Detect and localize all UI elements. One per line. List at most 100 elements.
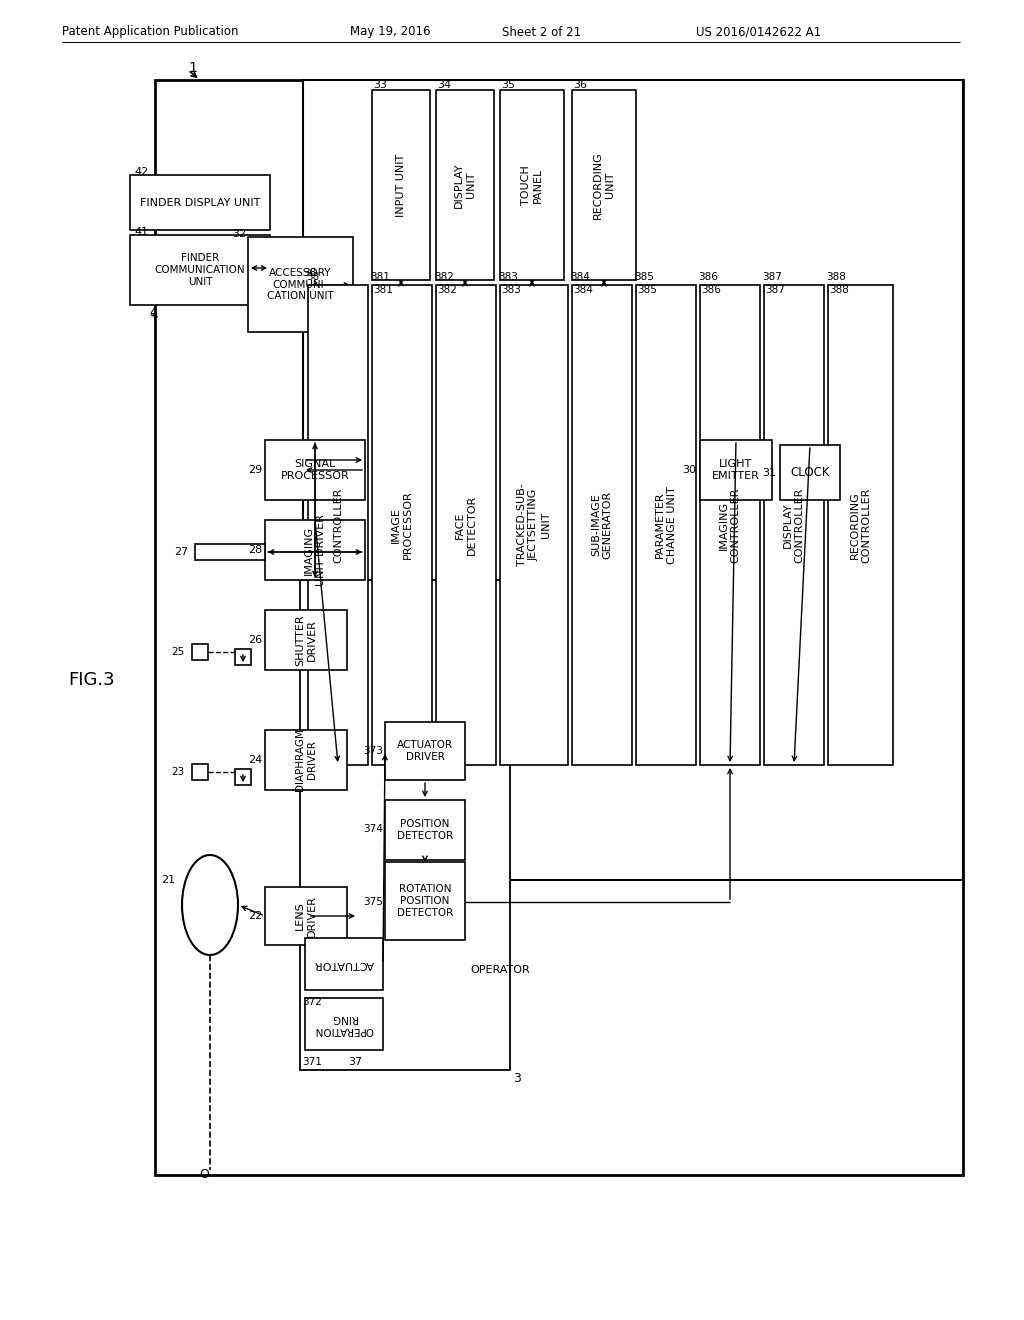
Text: 383: 383 bbox=[498, 272, 518, 282]
Text: 24: 24 bbox=[248, 755, 262, 766]
Text: SHUTTER
DRIVER: SHUTTER DRIVER bbox=[295, 614, 316, 665]
Bar bbox=[305, 998, 383, 1049]
Text: 4: 4 bbox=[150, 305, 157, 318]
Text: 35: 35 bbox=[501, 81, 515, 90]
Text: 26: 26 bbox=[248, 635, 262, 645]
Bar bbox=[130, 176, 270, 230]
Bar bbox=[385, 862, 465, 940]
Bar bbox=[385, 800, 465, 861]
Bar bbox=[265, 610, 347, 671]
Text: IMAGE
PROCESSOR: IMAGE PROCESSOR bbox=[391, 491, 413, 560]
Text: CONTROLLER: CONTROLLER bbox=[333, 487, 343, 562]
Text: SUB-IMAGE
GENERATOR: SUB-IMAGE GENERATOR bbox=[591, 491, 612, 560]
Text: 382: 382 bbox=[434, 272, 454, 282]
Text: ACTUATOR: ACTUATOR bbox=[314, 960, 374, 969]
Bar bbox=[193, 644, 208, 660]
Bar bbox=[130, 235, 270, 305]
Bar bbox=[265, 730, 347, 789]
Bar bbox=[248, 238, 353, 333]
Bar bbox=[155, 81, 963, 1175]
Text: 21: 21 bbox=[161, 875, 175, 884]
Bar bbox=[436, 285, 496, 766]
Text: ROTATION
POSITION
DETECTOR: ROTATION POSITION DETECTOR bbox=[397, 884, 454, 917]
Bar bbox=[500, 90, 564, 280]
Text: Patent Application Publication: Patent Application Publication bbox=[62, 25, 239, 38]
Text: 371: 371 bbox=[302, 1057, 322, 1067]
Bar bbox=[828, 285, 893, 766]
Text: 29: 29 bbox=[248, 465, 262, 475]
Bar bbox=[195, 544, 265, 560]
Text: FIG.3: FIG.3 bbox=[68, 671, 115, 689]
Text: ACCESSORY
COMMUNI-
CATION UNIT: ACCESSORY COMMUNI- CATION UNIT bbox=[267, 268, 334, 301]
Text: LIGHT
EMITTER: LIGHT EMITTER bbox=[712, 459, 760, 480]
Text: RECORDING
CONTROLLER: RECORDING CONTROLLER bbox=[850, 487, 871, 562]
Bar bbox=[572, 285, 632, 766]
Text: 384: 384 bbox=[573, 285, 593, 294]
Text: May 19, 2016: May 19, 2016 bbox=[350, 25, 430, 38]
Bar bbox=[193, 764, 208, 780]
Text: 385: 385 bbox=[634, 272, 654, 282]
Bar bbox=[303, 81, 963, 880]
Text: 386: 386 bbox=[701, 285, 721, 294]
Bar bbox=[500, 285, 568, 766]
Text: 381: 381 bbox=[370, 272, 390, 282]
Text: CLOCK: CLOCK bbox=[791, 466, 829, 479]
Bar bbox=[780, 445, 840, 500]
Text: 41: 41 bbox=[134, 227, 148, 238]
Bar bbox=[308, 285, 368, 766]
Ellipse shape bbox=[182, 855, 238, 954]
Text: OPERATOR: OPERATOR bbox=[470, 965, 529, 975]
Text: US 2016/0142622 A1: US 2016/0142622 A1 bbox=[696, 25, 821, 38]
Text: INPUT UNIT: INPUT UNIT bbox=[396, 153, 406, 216]
Text: 382: 382 bbox=[437, 285, 457, 294]
Text: 42: 42 bbox=[134, 168, 148, 177]
Text: 387: 387 bbox=[765, 285, 784, 294]
Text: 34: 34 bbox=[437, 81, 452, 90]
Text: FINDER
COMMUNICATION
UNIT: FINDER COMMUNICATION UNIT bbox=[155, 253, 246, 286]
Text: 28: 28 bbox=[248, 545, 262, 554]
Text: FACE
DETECTOR: FACE DETECTOR bbox=[456, 495, 477, 556]
Text: SIGNAL
PROCESSOR: SIGNAL PROCESSOR bbox=[281, 459, 349, 480]
Text: TRACKED-SUB-
JECTSETTING
UNIT: TRACKED-SUB- JECTSETTING UNIT bbox=[517, 483, 551, 566]
Bar bbox=[265, 520, 365, 579]
Bar bbox=[265, 887, 347, 945]
Text: 27: 27 bbox=[174, 546, 188, 557]
Text: IMAGING
UNIT DRIVER: IMAGING UNIT DRIVER bbox=[304, 513, 326, 586]
Bar bbox=[372, 90, 430, 280]
Text: RECORDING
UNIT: RECORDING UNIT bbox=[593, 150, 614, 219]
Text: 388: 388 bbox=[829, 285, 849, 294]
Text: LENS
DRIVER: LENS DRIVER bbox=[295, 895, 316, 937]
Text: 36: 36 bbox=[573, 81, 587, 90]
Text: TOUCH
PANEL: TOUCH PANEL bbox=[521, 165, 543, 205]
Text: 38: 38 bbox=[306, 272, 319, 282]
Text: PARAMETER
CHANGE UNIT: PARAMETER CHANGE UNIT bbox=[655, 486, 677, 564]
Text: 374: 374 bbox=[364, 824, 383, 834]
Bar bbox=[700, 285, 760, 766]
Bar bbox=[764, 285, 824, 766]
Text: 25: 25 bbox=[172, 647, 185, 657]
Text: 37: 37 bbox=[348, 1057, 362, 1067]
Text: Sheet 2 of 21: Sheet 2 of 21 bbox=[502, 25, 582, 38]
Text: DISPLAY
CONTROLLER: DISPLAY CONTROLLER bbox=[783, 487, 805, 562]
Bar bbox=[305, 939, 383, 990]
Bar bbox=[300, 579, 510, 1071]
Text: 383: 383 bbox=[501, 285, 521, 294]
Text: 373: 373 bbox=[364, 746, 383, 756]
Text: OPERATION
RING: OPERATION RING bbox=[314, 1014, 374, 1035]
Bar bbox=[234, 649, 251, 665]
Text: 385: 385 bbox=[637, 285, 656, 294]
Bar bbox=[436, 90, 494, 280]
Bar bbox=[572, 90, 636, 280]
Text: 3: 3 bbox=[513, 1072, 521, 1085]
Text: 23: 23 bbox=[172, 767, 185, 777]
Text: 32: 32 bbox=[231, 228, 246, 239]
Text: 31: 31 bbox=[762, 469, 776, 478]
Text: FINDER DISPLAY UNIT: FINDER DISPLAY UNIT bbox=[140, 198, 260, 207]
Bar bbox=[265, 440, 365, 500]
Bar bbox=[372, 285, 432, 766]
Text: 22: 22 bbox=[248, 911, 262, 921]
Text: 1: 1 bbox=[188, 61, 197, 75]
Text: 372: 372 bbox=[302, 997, 322, 1007]
Bar bbox=[636, 285, 696, 766]
Text: 386: 386 bbox=[698, 272, 718, 282]
